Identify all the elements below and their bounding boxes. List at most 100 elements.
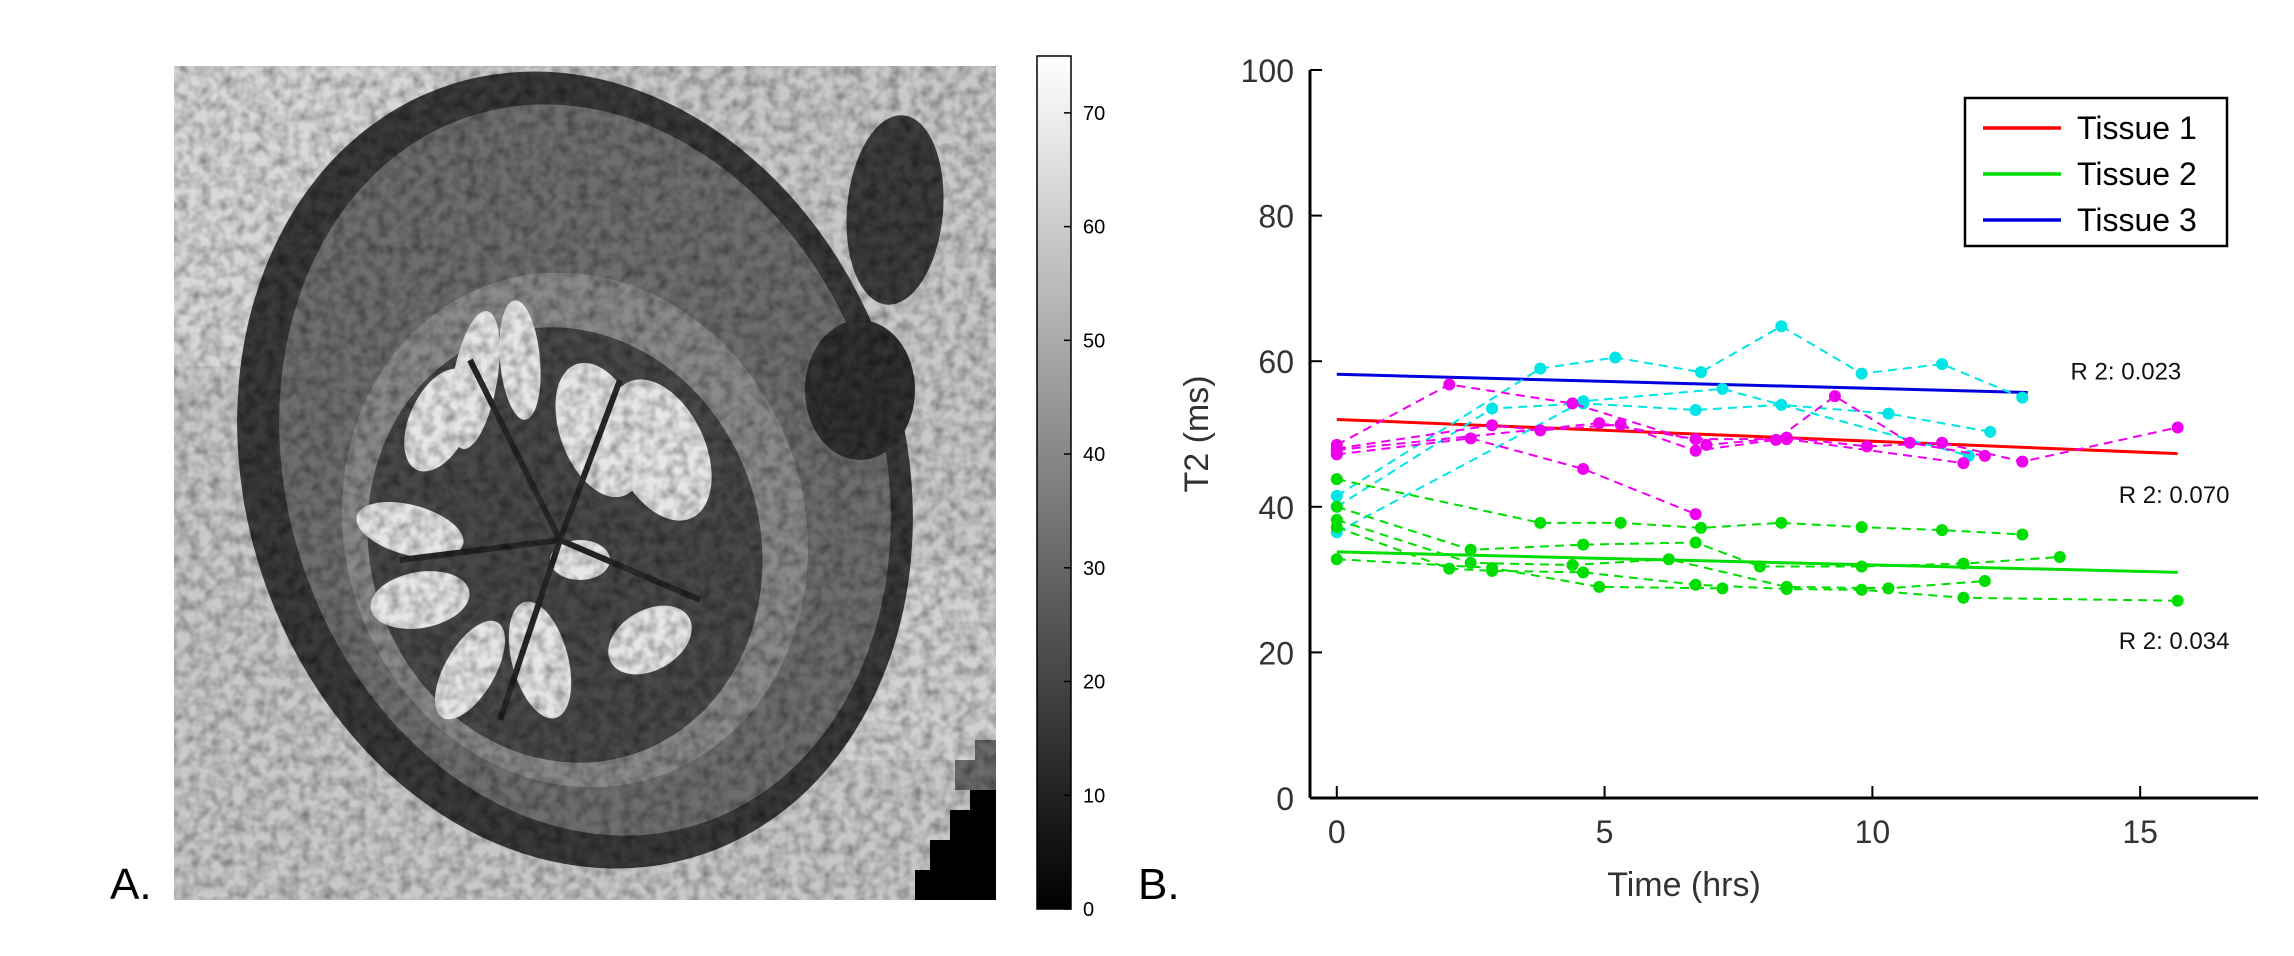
data-point bbox=[1464, 432, 1477, 445]
data-point bbox=[1614, 516, 1627, 529]
data-point bbox=[1464, 556, 1477, 569]
data-point bbox=[1534, 424, 1547, 437]
series-line bbox=[1336, 558, 1723, 590]
y-tick-label: 60 bbox=[1258, 344, 1294, 380]
data-point bbox=[1662, 553, 1675, 566]
x-tick-label: 15 bbox=[2122, 814, 2158, 850]
series-line bbox=[1336, 478, 2023, 536]
data-point bbox=[1486, 402, 1499, 415]
legend-label: Tissue 1 bbox=[2077, 110, 2197, 146]
data-point bbox=[1609, 351, 1622, 364]
data-point bbox=[1534, 362, 1547, 375]
data-point bbox=[1775, 398, 1788, 411]
data-series bbox=[1330, 320, 2184, 607]
data-point bbox=[1593, 580, 1606, 593]
data-point bbox=[1330, 553, 1343, 566]
legend-box bbox=[1963, 96, 2229, 248]
colorbar-tick-label: 50 bbox=[1083, 330, 1105, 352]
data-point bbox=[1577, 566, 1590, 579]
series-line bbox=[1336, 437, 1696, 516]
series-line bbox=[1336, 505, 2060, 568]
x-axis-label: Time (hrs) bbox=[1607, 866, 1761, 904]
data-point bbox=[2171, 421, 2184, 434]
data-point bbox=[1689, 403, 1702, 416]
colorbar: 0 10 20 30 40 50 60 70 bbox=[1036, 55, 1105, 921]
fit-line-tissue-3 bbox=[1336, 372, 2028, 395]
colorbar-tick-label: 10 bbox=[1083, 785, 1105, 807]
mri-image bbox=[174, 66, 996, 900]
data-point bbox=[1716, 382, 1729, 395]
colorbar-tick-label: 60 bbox=[1083, 217, 1105, 239]
data-point bbox=[1464, 543, 1477, 556]
data-point bbox=[1855, 521, 1868, 534]
data-point bbox=[1689, 444, 1702, 457]
data-point bbox=[1330, 444, 1343, 457]
data-point bbox=[1566, 559, 1579, 572]
data-point bbox=[1577, 395, 1590, 408]
r2-annotation: R 2: 0.023 bbox=[2071, 358, 2182, 385]
data-point bbox=[1855, 560, 1868, 573]
x-tick-label: 0 bbox=[1328, 814, 1346, 850]
data-point bbox=[1716, 582, 1729, 595]
colorbar-tick-label: 30 bbox=[1083, 558, 1105, 580]
colorbar-tick-label: 70 bbox=[1083, 103, 1105, 125]
t2-line-chart: 0 5 10 15 0 20 40 60 80 100 Time (hrs) T2 (ms) R 2:… bbox=[1178, 53, 2258, 904]
fit-lines bbox=[1336, 372, 2178, 574]
data-point bbox=[1978, 575, 1991, 588]
data-point bbox=[1780, 433, 1793, 446]
data-point bbox=[1957, 591, 1970, 604]
data-point bbox=[1689, 508, 1702, 521]
data-point bbox=[1330, 473, 1343, 486]
data-point bbox=[1775, 320, 1788, 333]
data-point bbox=[2016, 391, 2029, 404]
data-point bbox=[1577, 462, 1590, 475]
data-point bbox=[1855, 367, 1868, 380]
data-point bbox=[2016, 528, 2029, 541]
data-point bbox=[1577, 538, 1590, 551]
legend: Tissue 1 Tissue 2 Tissue 3 bbox=[1963, 96, 2229, 248]
data-point bbox=[1593, 417, 1606, 430]
colorbar-tick-label: 20 bbox=[1083, 672, 1105, 694]
x-tick-label: 10 bbox=[1855, 814, 1891, 850]
colorbar-tick-label: 40 bbox=[1083, 444, 1105, 466]
data-point bbox=[1855, 583, 1868, 596]
y-tick-label: 20 bbox=[1258, 635, 1294, 671]
data-point bbox=[1936, 436, 1948, 449]
r2-annotation: R 2: 0.034 bbox=[2119, 628, 2230, 655]
data-point bbox=[1443, 378, 1456, 391]
data-point bbox=[1330, 500, 1343, 513]
series-line bbox=[1336, 325, 2023, 497]
panel-label-a: A. bbox=[110, 860, 152, 909]
data-point bbox=[1614, 418, 1627, 431]
series-line bbox=[1336, 394, 1986, 457]
data-point bbox=[1978, 449, 1991, 462]
colorbar-tick-label: 0 bbox=[1083, 899, 1094, 921]
data-point bbox=[1780, 583, 1793, 596]
data-point bbox=[1694, 366, 1707, 379]
series-line bbox=[1336, 387, 1970, 534]
r2-annotation: R 2: 0.070 bbox=[2119, 482, 2230, 509]
y-tick-label: 100 bbox=[1241, 53, 1294, 89]
data-point bbox=[2053, 551, 2066, 564]
x-tick-label: 5 bbox=[1596, 814, 1614, 850]
data-point bbox=[1330, 489, 1343, 502]
y-tick-label: 40 bbox=[1258, 490, 1294, 526]
data-point bbox=[1903, 436, 1916, 449]
data-point bbox=[1689, 433, 1702, 446]
data-point bbox=[1828, 390, 1841, 403]
data-point bbox=[1984, 425, 1997, 438]
legend-label: Tissue 3 bbox=[2077, 202, 2197, 238]
data-point bbox=[1486, 561, 1499, 574]
data-point bbox=[1534, 516, 1547, 529]
series-line bbox=[1336, 402, 1991, 508]
data-point bbox=[1882, 407, 1895, 420]
data-point bbox=[2171, 594, 2184, 607]
legend-label: Tissue 2 bbox=[2077, 156, 2197, 192]
axes: 0 5 10 15 0 20 40 60 80 100 Time (hrs) T2 (ms) bbox=[1178, 53, 2258, 904]
y-tick-label: 80 bbox=[1258, 199, 1294, 235]
data-point bbox=[2016, 455, 2029, 468]
data-point bbox=[1936, 358, 1948, 371]
data-point bbox=[1694, 521, 1707, 534]
y-axis-label: T2 (ms) bbox=[1178, 375, 1216, 492]
data-point bbox=[1566, 397, 1579, 410]
